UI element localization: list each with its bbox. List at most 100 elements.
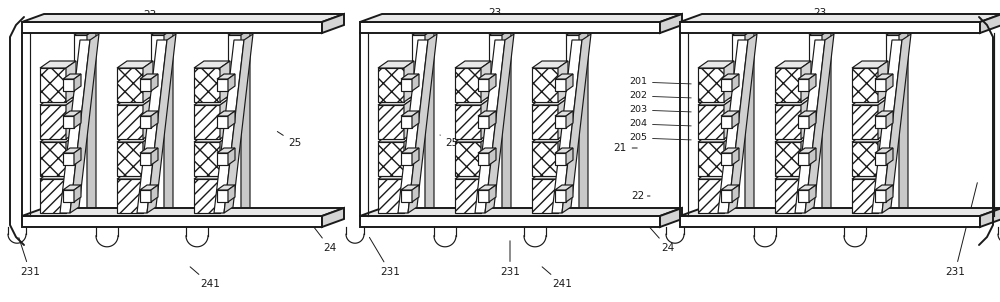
Polygon shape bbox=[721, 153, 732, 165]
Polygon shape bbox=[22, 216, 322, 227]
Polygon shape bbox=[886, 185, 893, 202]
Polygon shape bbox=[809, 148, 816, 165]
Polygon shape bbox=[378, 61, 414, 68]
Polygon shape bbox=[698, 105, 724, 139]
Polygon shape bbox=[224, 34, 253, 213]
Polygon shape bbox=[875, 116, 886, 128]
Polygon shape bbox=[241, 29, 250, 216]
Polygon shape bbox=[775, 61, 811, 68]
Polygon shape bbox=[194, 61, 230, 68]
Polygon shape bbox=[552, 40, 582, 213]
Polygon shape bbox=[70, 34, 99, 213]
Polygon shape bbox=[798, 116, 809, 128]
Polygon shape bbox=[698, 68, 724, 102]
Polygon shape bbox=[194, 172, 230, 179]
Text: 25: 25 bbox=[440, 135, 459, 148]
Polygon shape bbox=[63, 116, 74, 128]
Polygon shape bbox=[217, 148, 235, 153]
Polygon shape bbox=[217, 116, 228, 128]
Text: 231: 231 bbox=[369, 237, 400, 277]
Polygon shape bbox=[140, 185, 158, 190]
Polygon shape bbox=[660, 14, 682, 33]
Polygon shape bbox=[228, 35, 241, 216]
Polygon shape bbox=[875, 79, 886, 91]
Text: 24: 24 bbox=[647, 224, 675, 253]
Polygon shape bbox=[899, 29, 908, 216]
Text: 23: 23 bbox=[783, 8, 827, 29]
Polygon shape bbox=[217, 111, 235, 116]
Text: 21: 21 bbox=[613, 143, 637, 153]
Polygon shape bbox=[401, 190, 412, 202]
Polygon shape bbox=[801, 135, 811, 176]
Polygon shape bbox=[404, 135, 414, 176]
Polygon shape bbox=[852, 105, 878, 139]
Polygon shape bbox=[481, 135, 491, 176]
Polygon shape bbox=[555, 153, 566, 165]
Text: 23: 23 bbox=[463, 8, 502, 29]
Polygon shape bbox=[475, 40, 505, 213]
Polygon shape bbox=[378, 68, 404, 102]
Polygon shape bbox=[775, 142, 801, 176]
Text: 24: 24 bbox=[312, 224, 337, 253]
Polygon shape bbox=[398, 40, 428, 213]
Polygon shape bbox=[322, 14, 344, 33]
Polygon shape bbox=[217, 185, 235, 190]
Polygon shape bbox=[775, 105, 801, 139]
Polygon shape bbox=[151, 148, 158, 165]
Text: 25: 25 bbox=[778, 129, 807, 143]
Polygon shape bbox=[63, 148, 81, 153]
Polygon shape bbox=[732, 148, 739, 165]
Polygon shape bbox=[401, 74, 419, 79]
Polygon shape bbox=[455, 68, 481, 102]
Polygon shape bbox=[775, 98, 811, 105]
Polygon shape bbox=[220, 98, 230, 139]
Polygon shape bbox=[117, 98, 153, 105]
Polygon shape bbox=[532, 142, 558, 176]
Polygon shape bbox=[137, 40, 167, 213]
Polygon shape bbox=[698, 98, 734, 105]
Polygon shape bbox=[360, 14, 682, 22]
Polygon shape bbox=[151, 185, 158, 202]
Polygon shape bbox=[378, 135, 414, 142]
Polygon shape bbox=[852, 61, 888, 68]
Polygon shape bbox=[151, 29, 173, 35]
Polygon shape bbox=[721, 111, 739, 116]
Polygon shape bbox=[852, 172, 888, 179]
Polygon shape bbox=[478, 153, 489, 165]
Polygon shape bbox=[151, 74, 158, 91]
Polygon shape bbox=[875, 74, 893, 79]
Polygon shape bbox=[698, 179, 724, 213]
Polygon shape bbox=[220, 172, 230, 213]
Polygon shape bbox=[555, 116, 566, 128]
Polygon shape bbox=[555, 148, 573, 153]
Polygon shape bbox=[228, 111, 235, 128]
Polygon shape bbox=[63, 111, 81, 116]
Polygon shape bbox=[217, 79, 228, 91]
Polygon shape bbox=[698, 135, 734, 142]
Polygon shape bbox=[143, 135, 153, 176]
Polygon shape bbox=[22, 208, 344, 216]
Polygon shape bbox=[74, 29, 96, 35]
Polygon shape bbox=[680, 216, 980, 227]
Text: 205: 205 bbox=[629, 133, 691, 143]
Polygon shape bbox=[455, 98, 491, 105]
Polygon shape bbox=[228, 185, 235, 202]
Text: 201: 201 bbox=[629, 78, 691, 86]
Polygon shape bbox=[555, 190, 566, 202]
Text: 203: 203 bbox=[629, 105, 691, 114]
Polygon shape bbox=[680, 22, 980, 33]
Polygon shape bbox=[579, 29, 588, 216]
Polygon shape bbox=[404, 172, 414, 213]
Polygon shape bbox=[809, 74, 816, 91]
Polygon shape bbox=[378, 172, 414, 179]
Polygon shape bbox=[724, 172, 734, 213]
Polygon shape bbox=[852, 142, 878, 176]
Polygon shape bbox=[408, 34, 437, 213]
Text: 231: 231 bbox=[500, 241, 520, 277]
Polygon shape bbox=[886, 35, 899, 216]
Polygon shape bbox=[217, 190, 228, 202]
Polygon shape bbox=[805, 34, 834, 213]
Polygon shape bbox=[698, 172, 734, 179]
Polygon shape bbox=[558, 135, 568, 176]
Polygon shape bbox=[798, 153, 809, 165]
